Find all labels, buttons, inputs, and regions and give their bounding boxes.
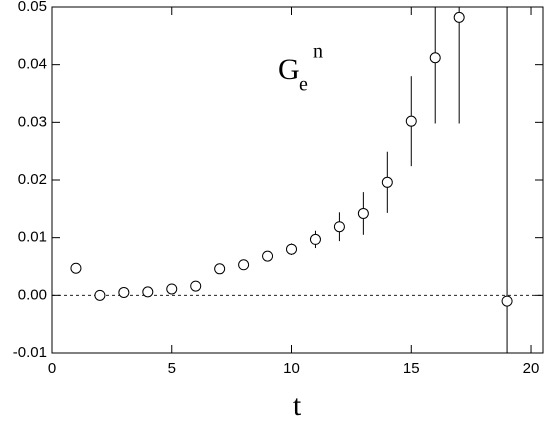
marker: [286, 243, 298, 255]
annotation: G: [278, 53, 300, 86]
y-tick-label: 0.01: [18, 229, 47, 246]
marker: [190, 280, 202, 292]
x-tick-label: 10: [283, 360, 300, 377]
marker: [309, 233, 321, 245]
marker: [238, 259, 250, 271]
marker: [381, 176, 393, 188]
marker: [501, 295, 513, 307]
marker: [94, 289, 106, 301]
annotation-sup: n: [313, 41, 323, 63]
marker: [166, 283, 178, 295]
marker: [453, 11, 465, 23]
y-tick-label: 0.00: [18, 286, 47, 303]
marker: [357, 207, 369, 219]
marker: [142, 286, 154, 298]
marker: [118, 286, 130, 298]
x-axis-label: t: [293, 389, 302, 422]
y-tick-label: 0.02: [18, 171, 47, 188]
annotation-sub: e: [299, 74, 308, 96]
y-tick-label: 0.04: [18, 56, 47, 73]
x-tick-label: 15: [403, 360, 420, 377]
marker: [333, 221, 345, 233]
marker: [429, 52, 441, 64]
y-tick-label: -0.01: [13, 344, 47, 361]
x-tick-label: 20: [523, 360, 540, 377]
marker: [262, 250, 274, 262]
marker: [405, 115, 417, 127]
x-tick-label: 0: [48, 360, 56, 377]
y-tick-label: 0.03: [18, 113, 47, 130]
y-tick-label: 0.05: [18, 0, 47, 15]
marker: [214, 263, 226, 275]
x-tick-label: 5: [168, 360, 176, 377]
marker: [70, 262, 82, 274]
